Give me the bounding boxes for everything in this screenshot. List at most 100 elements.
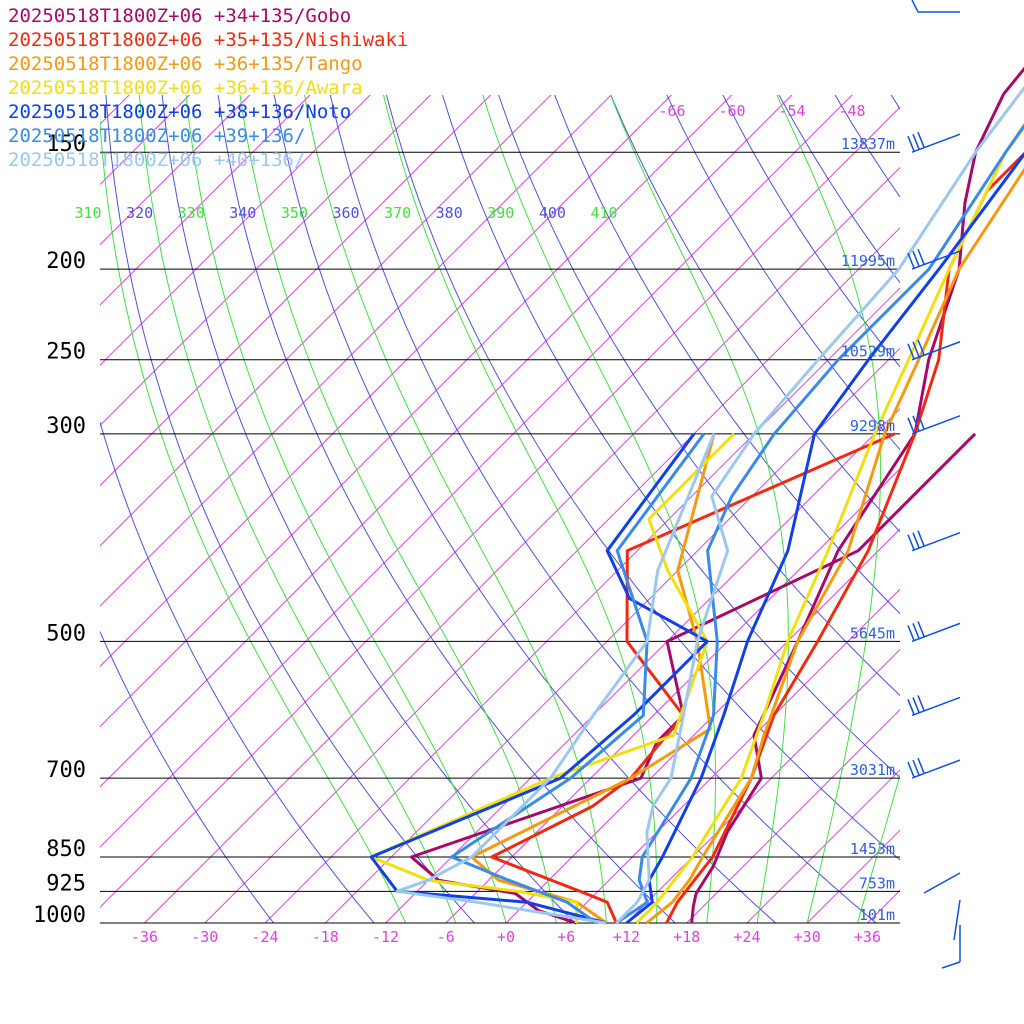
wind-barb	[907, 757, 961, 779]
wind-barb	[907, 248, 961, 270]
moist-adiabat-line	[304, 95, 607, 924]
isotherm-line	[144, 166, 900, 924]
wind-barb-flag	[907, 699, 915, 715]
pressure-tick-label: 1000	[33, 903, 86, 928]
isotherm-line	[806, 829, 900, 924]
theta-label: 390	[487, 204, 514, 222]
wind-barb-flag	[907, 625, 915, 641]
moist-adiabat-line	[856, 773, 900, 924]
pressure-tick-label: 925	[46, 871, 86, 896]
wind-barb-flag	[917, 339, 925, 356]
theta-label: 400	[539, 204, 566, 222]
moist-adiabat-line	[239, 95, 557, 924]
moist-adiabat-line	[776, 95, 881, 924]
wind-barb-flag	[941, 961, 961, 969]
temperature-tick-label: -18	[312, 928, 339, 946]
wind-barb-shaft	[911, 622, 961, 643]
height-label: 11995m	[841, 252, 895, 270]
temperature-tick-label: +18	[673, 928, 700, 946]
wind-barb-flag	[907, 252, 915, 269]
wind-barb-shaft	[923, 872, 961, 894]
wind-barb	[907, 695, 961, 717]
wind-barb-flag	[917, 621, 925, 637]
theta-label: 360	[332, 204, 359, 222]
isotherm-line	[100, 106, 900, 909]
height-label: 10529m	[841, 343, 895, 361]
pressure-tick-label: 850	[46, 837, 86, 862]
isotherm-line	[565, 588, 900, 924]
upper-isotherm-label: -60	[718, 102, 745, 120]
isotherm-line	[324, 347, 900, 924]
legend-entry-40-136: 20250518T1800Z+06 +40+136/	[8, 149, 306, 171]
dry-adiabat-line	[441, 95, 900, 779]
isotherm-line	[686, 709, 900, 924]
temperature-tick-label: +6	[557, 928, 575, 946]
wind-barb-flag	[912, 341, 920, 358]
pressure-tick-label: 150	[46, 132, 86, 157]
dry-adiabat-line	[217, 95, 676, 924]
moist-adiabat-line	[610, 95, 789, 924]
series-2-temperature-line	[645, 167, 1024, 925]
series-3-temperature-line	[635, 125, 1024, 925]
theta-label: 320	[126, 204, 153, 222]
temperature-tick-label: -36	[131, 928, 158, 946]
wind-barb-shaft	[911, 532, 961, 552]
isotherm-line	[100, 95, 612, 607]
isotherm-line	[445, 468, 900, 924]
legend: 20250518T1800Z+06 +34+135/Gobo 20250518T…	[8, 4, 408, 172]
wind-barb-flag	[912, 250, 920, 267]
series-6-dewpoint-line	[395, 433, 716, 925]
theta-label: 380	[436, 204, 463, 222]
wind-barb-flag	[912, 623, 920, 639]
wind-barb-flag	[917, 413, 925, 430]
pressure-tick-label: 200	[46, 249, 86, 274]
wind-barb-flag	[912, 532, 920, 548]
series-3-dewpoint-line	[369, 432, 736, 924]
dry-adiabat-line	[666, 95, 900, 451]
wind-barb-shaft	[911, 133, 961, 153]
theta-label: 410	[590, 204, 617, 222]
series-5-temperature-line	[615, 123, 1024, 925]
wind-barb-shaft	[953, 899, 961, 941]
wind-barb-flag	[911, 0, 919, 13]
isotherm-line	[100, 95, 733, 728]
theta-label: 370	[384, 204, 411, 222]
isotherm-line	[100, 95, 793, 788]
dry-adiabat-line	[161, 95, 576, 924]
temperature-tick-label: +0	[497, 928, 515, 946]
series-5-dewpoint-line	[450, 432, 706, 925]
dry-adiabat-line	[100, 420, 375, 924]
upper-isotherm-label: -54	[778, 102, 805, 120]
height-label: 753m	[859, 874, 895, 892]
dry-adiabat-line	[554, 95, 900, 615]
series-4-dewpoint-line	[369, 432, 709, 925]
wind-barb-flag	[917, 530, 925, 546]
isotherm-line	[100, 95, 432, 427]
wind-barb-flag	[912, 759, 920, 776]
height-label: 9298m	[850, 417, 895, 435]
pressure-tick-label: 250	[46, 340, 86, 365]
dry-adiabat-line	[610, 95, 900, 533]
series-1-temperature-line	[665, 151, 1024, 924]
moist-adiabat-line	[383, 95, 658, 923]
legend-entry-nishiwaki: 20250518T1800Z+06 +35+135/Nishiwaki	[8, 29, 409, 51]
moist-adiabat-line	[100, 114, 407, 924]
wind-barb-flag	[912, 415, 920, 432]
wind-barb-flag	[917, 695, 925, 711]
wind-barbs	[907, 0, 961, 969]
height-label: 101m	[859, 906, 895, 924]
pressure-tick-label: 500	[46, 621, 86, 646]
theta-label: 310	[74, 204, 101, 222]
wind-barb-flag	[912, 697, 920, 713]
wind-barb-shaft	[911, 341, 961, 361]
temperature-tick-label: -24	[251, 928, 278, 946]
theta-label: 330	[178, 204, 205, 222]
wind-barb-flag	[917, 757, 925, 774]
wind-barb-shaft	[911, 696, 961, 717]
axis-labels: 100150200250300500700850925100016377m138…	[33, 102, 895, 946]
theta-label: 350	[281, 204, 308, 222]
dry-adiabat-line	[498, 95, 900, 697]
temperature-tick-label: -12	[372, 928, 399, 946]
height-label: 3031m	[850, 761, 895, 779]
